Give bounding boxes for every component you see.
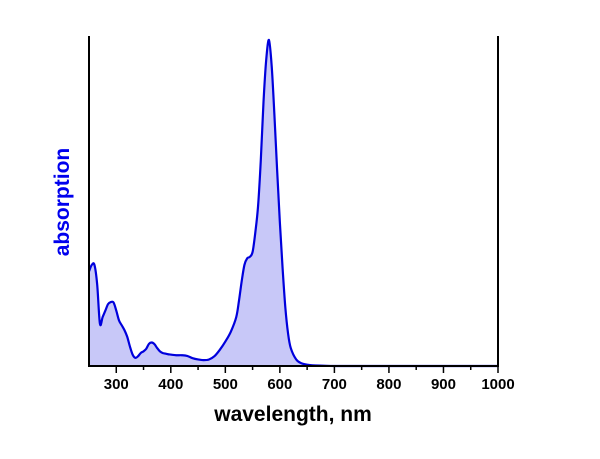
- x-tick-label: 300: [104, 376, 129, 393]
- x-tick-label: 500: [213, 376, 238, 393]
- x-tick-label: 700: [322, 376, 347, 393]
- x-tick-label: 1000: [481, 376, 514, 393]
- spectrum-line: [87, 38, 498, 368]
- x-axis-ticks: 300 400 500 600 700 800 900 1000: [104, 366, 515, 393]
- y-axis-title: absorption: [51, 148, 74, 257]
- x-axis-title: wavelength, nm: [213, 403, 372, 426]
- spectrum-area-fill: [89, 39, 498, 367]
- x-tick-label: 900: [431, 376, 456, 393]
- x-tick-label: 600: [267, 376, 292, 393]
- x-tick-label: 400: [158, 376, 183, 393]
- x-tick-label: 800: [376, 376, 401, 393]
- axes: [88, 36, 499, 367]
- plot-area: [87, 38, 498, 368]
